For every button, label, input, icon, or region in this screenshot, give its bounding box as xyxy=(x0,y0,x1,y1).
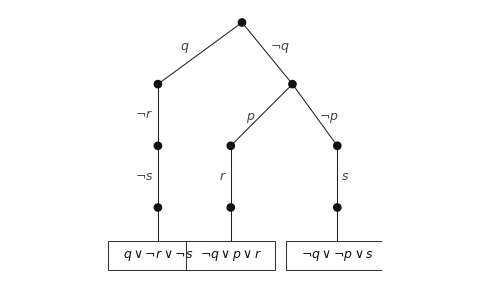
Circle shape xyxy=(227,142,234,150)
Text: $\neg s$: $\neg s$ xyxy=(135,170,153,183)
Circle shape xyxy=(154,80,162,88)
Circle shape xyxy=(154,204,162,211)
Circle shape xyxy=(227,204,234,211)
FancyBboxPatch shape xyxy=(108,241,208,270)
FancyBboxPatch shape xyxy=(286,241,389,270)
Text: $p$: $p$ xyxy=(246,111,255,125)
Circle shape xyxy=(238,19,246,26)
Circle shape xyxy=(154,142,162,150)
Text: $\neg q \vee p \vee r$: $\neg q \vee p \vee r$ xyxy=(200,248,262,263)
FancyBboxPatch shape xyxy=(186,241,275,270)
Text: $r$: $r$ xyxy=(219,170,227,183)
Text: $\neg r$: $\neg r$ xyxy=(135,108,153,122)
Text: $\neg p$: $\neg p$ xyxy=(319,111,339,125)
Text: $q$: $q$ xyxy=(180,41,189,55)
Circle shape xyxy=(289,80,296,88)
Text: $s$: $s$ xyxy=(341,170,349,183)
Text: $\neg q$: $\neg q$ xyxy=(270,41,290,55)
Circle shape xyxy=(333,204,341,211)
Text: $q \vee \neg r \vee \neg s$: $q \vee \neg r \vee \neg s$ xyxy=(123,248,193,263)
Circle shape xyxy=(333,142,341,150)
Text: $\neg q \vee \neg p \vee s$: $\neg q \vee \neg p \vee s$ xyxy=(301,248,374,263)
